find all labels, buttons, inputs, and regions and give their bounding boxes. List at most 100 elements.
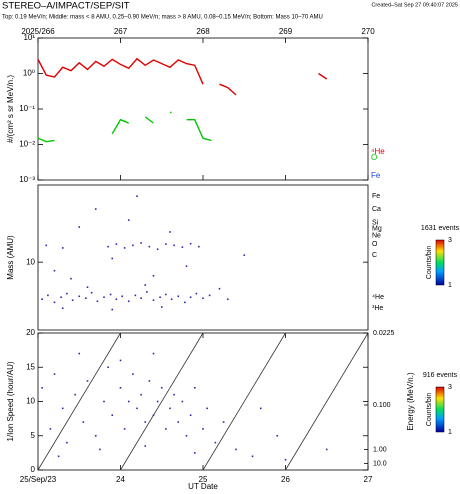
point <box>243 254 246 256</box>
plot-frame <box>37 184 369 331</box>
point <box>156 248 159 251</box>
point <box>181 246 184 248</box>
point <box>49 428 52 430</box>
point <box>208 294 211 297</box>
point <box>206 407 208 410</box>
colorbar-tick-label: 3 <box>448 237 452 244</box>
point <box>251 455 254 458</box>
point <box>177 295 180 298</box>
species-label: Si <box>372 220 379 227</box>
point <box>78 295 81 298</box>
y-tick-label: 5 <box>31 431 36 440</box>
point <box>66 441 68 444</box>
y-axis-label: 1/Ion Speed (hour/AU) <box>6 361 15 441</box>
point <box>132 373 134 375</box>
point <box>185 265 188 267</box>
y-tick-label: 10⁻² <box>19 140 35 149</box>
point <box>127 400 130 403</box>
colorbar-tick-label: 1 <box>448 429 452 436</box>
title: STEREO–A/IMPACT/SEP/SIT <box>2 1 130 12</box>
point <box>103 296 105 299</box>
point <box>156 400 159 403</box>
legend-entry: ⁴He <box>371 147 385 156</box>
point <box>119 387 122 389</box>
point <box>193 452 196 454</box>
point <box>109 293 112 296</box>
point <box>47 294 49 297</box>
x-tick-label: 26 <box>281 475 290 484</box>
point <box>115 298 118 301</box>
species-label: O <box>372 241 378 248</box>
point <box>152 352 155 355</box>
point <box>193 387 196 389</box>
point <box>144 445 147 447</box>
point <box>96 300 99 303</box>
guide-line <box>285 332 369 471</box>
species-label: C <box>372 252 377 259</box>
point <box>66 292 68 295</box>
point <box>70 277 72 280</box>
point <box>218 287 221 290</box>
point <box>111 308 114 311</box>
point <box>214 441 217 444</box>
point <box>189 414 192 416</box>
point <box>184 301 186 304</box>
y2-axis-label: Energy (MeV/n.) <box>406 372 415 431</box>
point <box>107 366 109 369</box>
colorbar-tick-label: 1 <box>448 282 452 289</box>
point <box>195 292 198 295</box>
point <box>189 242 192 245</box>
point <box>160 306 163 308</box>
species-label: Mg <box>372 225 382 232</box>
point <box>119 359 122 362</box>
point <box>111 257 114 260</box>
y2-tick-label: 10.0 <box>373 460 387 467</box>
colorbar-label: Counts/bin <box>426 393 433 427</box>
point <box>152 414 155 416</box>
point <box>173 393 175 396</box>
point <box>177 421 180 423</box>
point <box>140 393 142 396</box>
y2-tick-label: 1.00 <box>373 446 387 453</box>
point <box>107 245 109 248</box>
point <box>165 243 167 245</box>
x-tick-label: 268 <box>196 27 210 36</box>
point <box>127 300 130 303</box>
point <box>160 387 163 389</box>
legend-entry: O <box>371 153 377 162</box>
point <box>189 296 192 299</box>
guide-line <box>202 332 286 471</box>
point <box>41 298 43 301</box>
point <box>86 380 89 382</box>
point <box>185 434 188 437</box>
x-axis-label: UT Date <box>188 482 218 491</box>
x-tick-label: 2025/266 <box>21 27 55 36</box>
point <box>152 275 155 277</box>
point <box>45 244 48 247</box>
point <box>78 226 81 228</box>
point <box>41 387 43 389</box>
colorbar-tick-label: 3 <box>448 384 452 391</box>
point <box>222 421 225 423</box>
point <box>127 219 130 221</box>
y2-tick-label: 0.100 <box>373 402 391 409</box>
point <box>78 352 81 355</box>
y-tick-label: 15 <box>26 362 35 371</box>
point <box>57 455 60 458</box>
point <box>173 244 175 247</box>
point <box>276 434 279 437</box>
x-tick-label: 25 <box>199 475 208 484</box>
point <box>136 407 138 410</box>
point <box>85 297 87 300</box>
point <box>132 244 134 247</box>
plot-frame <box>37 37 369 181</box>
point <box>202 297 204 300</box>
point <box>115 243 118 245</box>
species-label: Ca <box>372 206 381 213</box>
point <box>226 298 229 301</box>
point <box>148 380 151 382</box>
species-label: ⁴He <box>372 294 384 301</box>
point <box>165 428 167 430</box>
point <box>61 307 64 310</box>
